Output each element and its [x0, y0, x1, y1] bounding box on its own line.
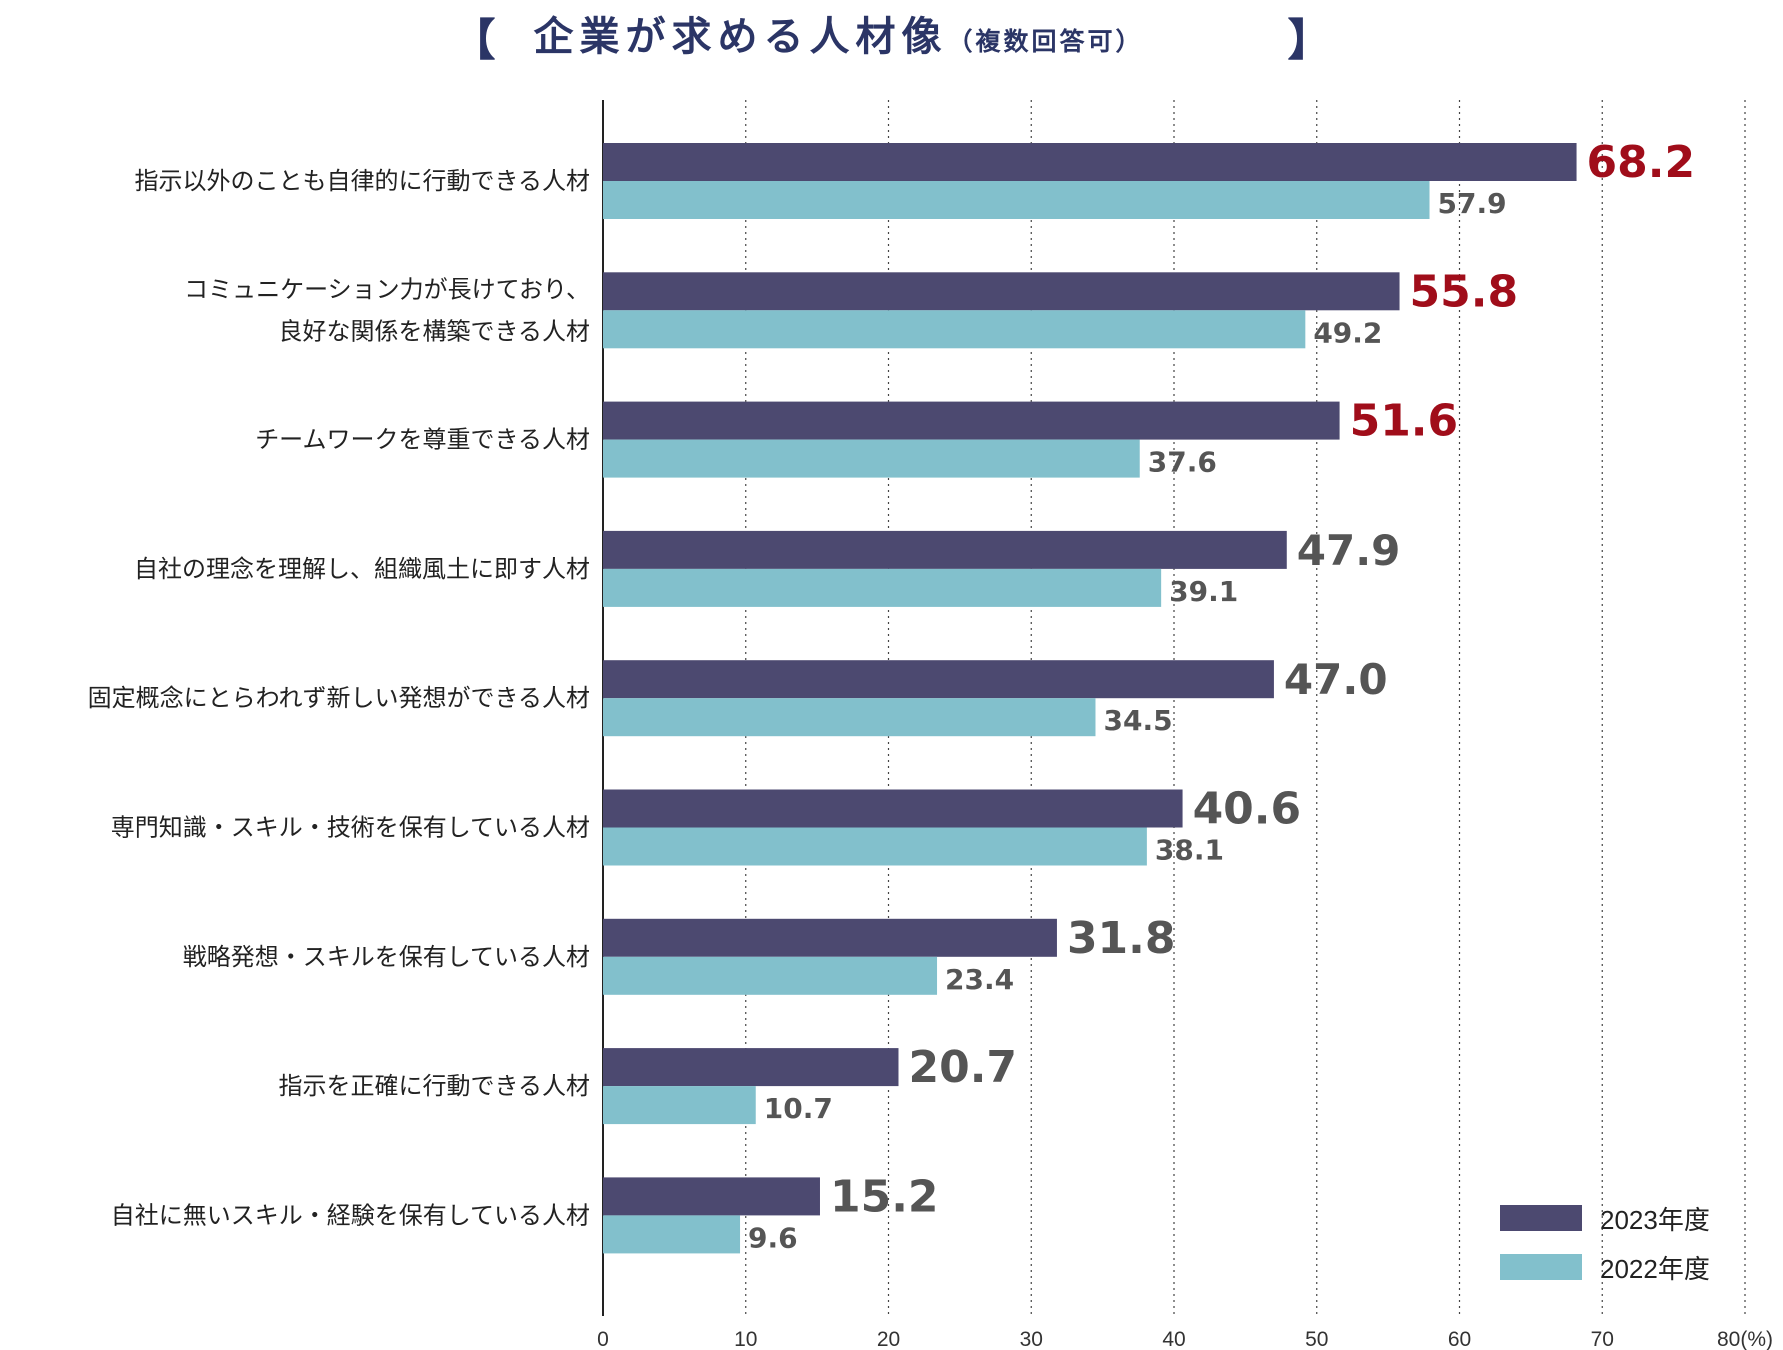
x-tick-label-20: 20: [877, 1328, 900, 1350]
legend-swatch-2022: [1500, 1254, 1582, 1280]
bar-2022: [603, 827, 1147, 866]
category-label-line: 良好な関係を構築できる人材: [278, 317, 590, 345]
bar-2022: [603, 439, 1140, 478]
bar-2023: [603, 272, 1400, 311]
category-label: 自社の理念を理解し、組織風土に即す人材: [134, 555, 590, 583]
title-open-bracket: 【: [451, 15, 496, 66]
bar-2022: [603, 310, 1306, 349]
x-tick-label-0: 0: [597, 1328, 609, 1350]
x-tick-label-30: 30: [1020, 1328, 1043, 1350]
legend-label-2022: 2022年度: [1600, 1254, 1710, 1284]
value-label-2023: 68.2: [1587, 137, 1696, 188]
value-label-2022: 10.7: [764, 1092, 833, 1125]
bar-2022: [603, 568, 1162, 607]
bar-2023: [603, 401, 1340, 440]
bar-2023: [603, 530, 1287, 569]
value-label-2023: 51.6: [1350, 396, 1459, 447]
title-close-bracket: 】: [1287, 15, 1332, 66]
value-label-2023: 31.8: [1067, 913, 1176, 964]
bar-2023: [603, 789, 1183, 828]
title-main-text: 企業が求める人材像: [533, 14, 948, 60]
value-label-2023: 20.7: [908, 1042, 1017, 1093]
category-label: チームワークを尊重できる人材: [255, 426, 590, 454]
x-tick-label-60: 60: [1448, 1328, 1471, 1350]
value-label-2023: 40.6: [1193, 784, 1302, 835]
title-main: 企業が求める人材像（複数回答可）: [534, 4, 1144, 62]
x-tick-label-40: 40: [1162, 1328, 1185, 1350]
x-tick-label-70: 70: [1591, 1328, 1614, 1350]
value-label-2022: 37.6: [1148, 446, 1217, 479]
bar-2022: [603, 1215, 741, 1254]
category-label: 戦略発想・スキルを保有している人材: [183, 943, 590, 971]
category-label: 自社に無いスキル・経験を保有している人材: [111, 1201, 590, 1229]
category-label: 指示を正確に行動できる人材: [278, 1072, 590, 1100]
chart-title: 【 企業が求める人材像（複数回答可） 】: [0, 0, 1783, 66]
bar-2023: [603, 918, 1057, 957]
bar-2023: [603, 1048, 899, 1087]
bar-2022: [603, 698, 1096, 737]
bar-2023: [603, 143, 1577, 181]
category-label: 専門知識・スキル・技術を保有している人材: [111, 814, 590, 842]
value-label-2022: 9.6: [748, 1221, 798, 1254]
value-label-2023: 47.9: [1297, 526, 1401, 575]
bar-2022: [603, 1086, 756, 1125]
value-label-2023: 47.0: [1284, 655, 1388, 704]
value-label-2022: 57.9: [1438, 187, 1507, 220]
category-label: 指示以外のことも自律的に行動できる人材: [134, 167, 590, 195]
bar-2023: [603, 1177, 820, 1216]
value-label-2022: 34.5: [1103, 704, 1172, 737]
bar-2023: [603, 660, 1274, 699]
category-label: 固定概念にとらわれず新しい発想ができる人材: [88, 684, 590, 712]
value-label-2022: 38.1: [1155, 834, 1224, 867]
value-label-2022: 23.4: [945, 963, 1014, 996]
x-tick-label-10: 10: [734, 1328, 757, 1350]
value-label-2022: 39.1: [1169, 575, 1238, 608]
category-label-line: コミュニケーション力が長けており、: [184, 275, 590, 303]
legend-swatch-2023: [1500, 1205, 1582, 1231]
value-label-2022: 49.2: [1313, 316, 1382, 349]
value-label-2023: 55.8: [1410, 266, 1519, 317]
bar-2022: [603, 181, 1430, 219]
x-tick-label-80: 80(%): [1717, 1328, 1773, 1350]
value-label-2023: 15.2: [830, 1171, 939, 1222]
legend-label-2023: 2023年度: [1600, 1205, 1710, 1235]
bar-2022: [603, 956, 938, 995]
x-tick-label-50: 50: [1305, 1328, 1328, 1350]
title-subtitle: （複数回答可）: [947, 27, 1144, 56]
